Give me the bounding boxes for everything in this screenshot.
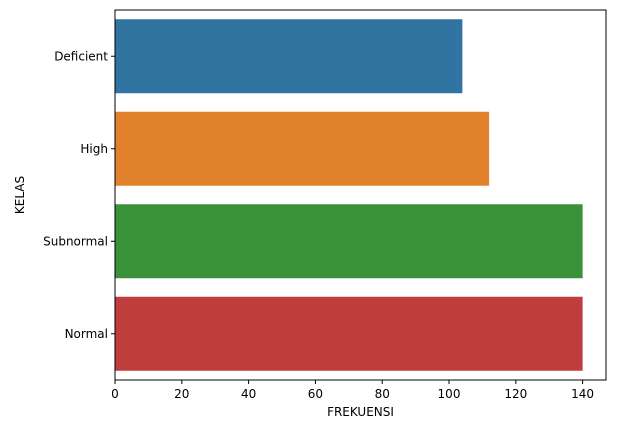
x-tick-label: 120 — [504, 387, 527, 401]
bar-deficient — [115, 19, 463, 94]
bar-normal — [115, 296, 583, 371]
x-tick-label: 40 — [241, 387, 256, 401]
x-axis-title: FREKUENSI — [327, 405, 394, 419]
x-tick-label: 140 — [571, 387, 594, 401]
x-tick-label: 80 — [375, 387, 390, 401]
bar-subnormal — [115, 204, 583, 279]
y-axis-title: KELAS — [13, 176, 27, 214]
bar-high — [115, 111, 490, 186]
y-axis: Deficient High Subnormal Normal — [43, 49, 115, 341]
y-tick-label: Deficient — [54, 49, 108, 63]
y-tick-label: Subnormal — [43, 234, 108, 248]
x-tick-label: 100 — [438, 387, 461, 401]
x-axis: 0 20 40 60 80 100 120 140 — [111, 380, 594, 401]
y-tick-label: High — [80, 142, 108, 156]
y-tick-label: Normal — [65, 327, 108, 341]
plot-frame — [114, 9, 607, 381]
x-tick-label: 20 — [174, 387, 189, 401]
x-tick-label: 60 — [308, 387, 323, 401]
x-tick-label: 0 — [111, 387, 119, 401]
bars-layer — [115, 19, 583, 371]
